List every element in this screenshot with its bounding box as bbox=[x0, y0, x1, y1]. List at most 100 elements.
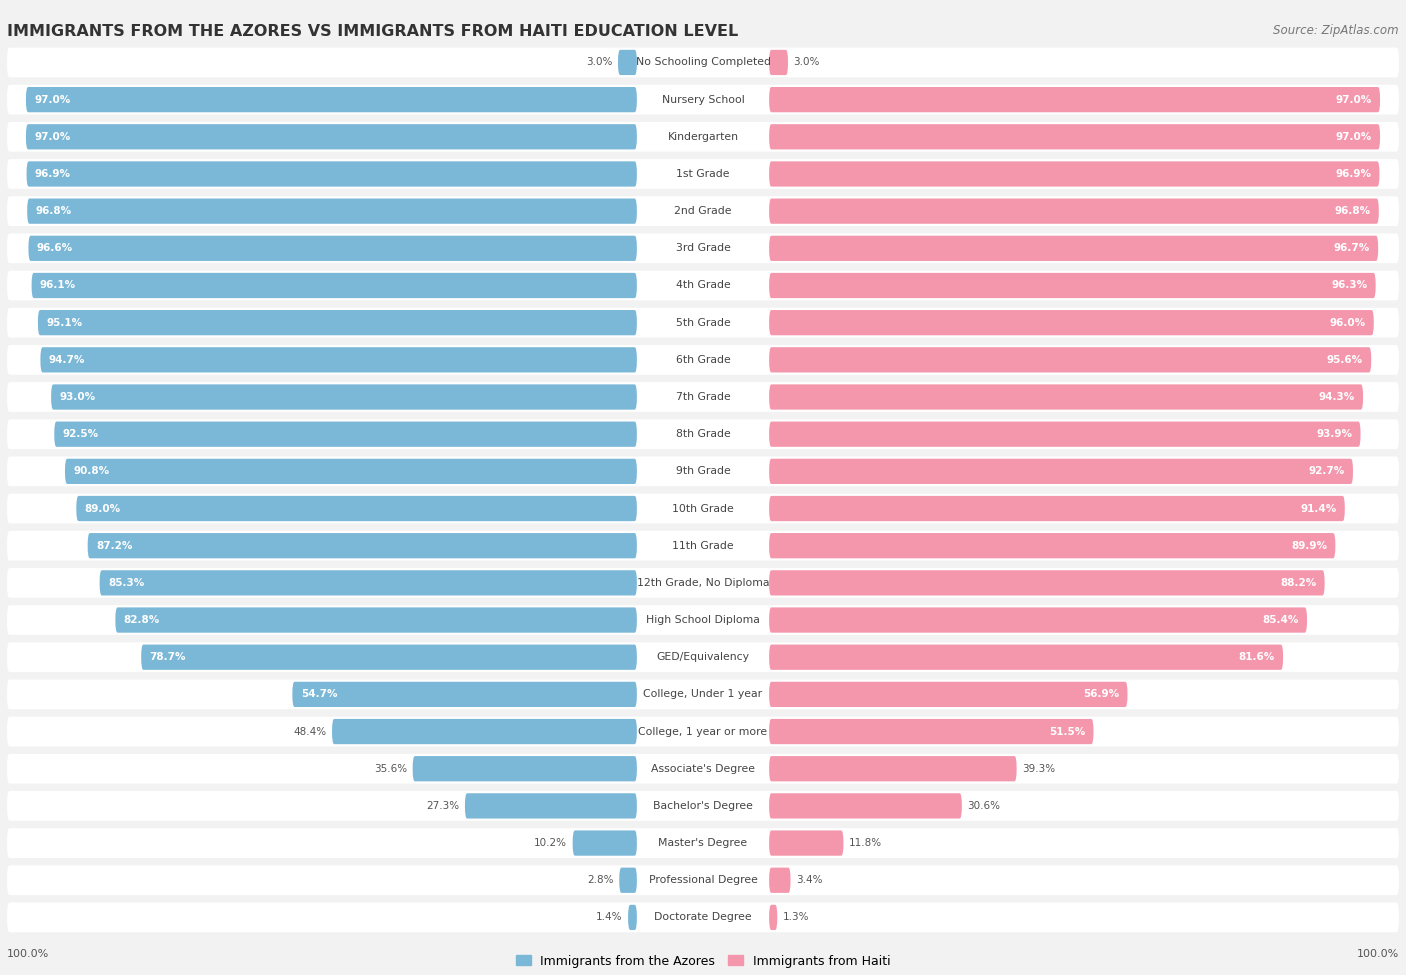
Text: 5th Grade: 5th Grade bbox=[676, 318, 730, 328]
FancyBboxPatch shape bbox=[76, 496, 637, 522]
FancyBboxPatch shape bbox=[619, 868, 637, 893]
FancyBboxPatch shape bbox=[38, 310, 637, 335]
Text: College, 1 year or more: College, 1 year or more bbox=[638, 726, 768, 736]
Text: 1.3%: 1.3% bbox=[783, 913, 810, 922]
Legend: Immigrants from the Azores, Immigrants from Haiti: Immigrants from the Azores, Immigrants f… bbox=[510, 950, 896, 973]
Text: 89.9%: 89.9% bbox=[1291, 541, 1327, 551]
FancyBboxPatch shape bbox=[7, 605, 1399, 635]
FancyBboxPatch shape bbox=[27, 161, 637, 186]
Text: 87.2%: 87.2% bbox=[96, 541, 132, 551]
FancyBboxPatch shape bbox=[7, 308, 1399, 337]
Text: 11th Grade: 11th Grade bbox=[672, 541, 734, 551]
FancyBboxPatch shape bbox=[769, 199, 1379, 224]
Text: 2.8%: 2.8% bbox=[588, 876, 613, 885]
FancyBboxPatch shape bbox=[7, 828, 1399, 858]
FancyBboxPatch shape bbox=[7, 159, 1399, 189]
Text: 3.4%: 3.4% bbox=[796, 876, 823, 885]
FancyBboxPatch shape bbox=[769, 236, 1378, 261]
FancyBboxPatch shape bbox=[7, 419, 1399, 449]
FancyBboxPatch shape bbox=[769, 570, 1324, 596]
FancyBboxPatch shape bbox=[465, 794, 637, 819]
FancyBboxPatch shape bbox=[7, 866, 1399, 895]
FancyBboxPatch shape bbox=[7, 643, 1399, 672]
Text: 2nd Grade: 2nd Grade bbox=[675, 206, 731, 216]
FancyBboxPatch shape bbox=[7, 680, 1399, 709]
FancyBboxPatch shape bbox=[628, 905, 637, 930]
Text: 48.4%: 48.4% bbox=[294, 726, 326, 736]
Text: Source: ZipAtlas.com: Source: ZipAtlas.com bbox=[1274, 24, 1399, 37]
Text: Master's Degree: Master's Degree bbox=[658, 838, 748, 848]
Text: 9th Grade: 9th Grade bbox=[676, 466, 730, 477]
FancyBboxPatch shape bbox=[7, 122, 1399, 152]
Text: Professional Degree: Professional Degree bbox=[648, 876, 758, 885]
Text: 3.0%: 3.0% bbox=[793, 58, 820, 67]
Text: 94.7%: 94.7% bbox=[49, 355, 86, 365]
Text: College, Under 1 year: College, Under 1 year bbox=[644, 689, 762, 699]
FancyBboxPatch shape bbox=[7, 48, 1399, 77]
Text: 27.3%: 27.3% bbox=[426, 800, 460, 811]
FancyBboxPatch shape bbox=[292, 682, 637, 707]
Text: GED/Equivalency: GED/Equivalency bbox=[657, 652, 749, 662]
FancyBboxPatch shape bbox=[7, 345, 1399, 374]
FancyBboxPatch shape bbox=[769, 719, 1094, 744]
Text: 93.0%: 93.0% bbox=[59, 392, 96, 402]
FancyBboxPatch shape bbox=[7, 382, 1399, 411]
Text: 94.3%: 94.3% bbox=[1319, 392, 1355, 402]
Text: 96.9%: 96.9% bbox=[1336, 169, 1371, 179]
FancyBboxPatch shape bbox=[769, 682, 1128, 707]
Text: 95.6%: 95.6% bbox=[1327, 355, 1362, 365]
FancyBboxPatch shape bbox=[769, 831, 844, 856]
Text: 1.4%: 1.4% bbox=[596, 913, 623, 922]
Text: 6th Grade: 6th Grade bbox=[676, 355, 730, 365]
Text: 8th Grade: 8th Grade bbox=[676, 429, 730, 439]
FancyBboxPatch shape bbox=[7, 85, 1399, 114]
Text: Nursery School: Nursery School bbox=[662, 95, 744, 104]
FancyBboxPatch shape bbox=[769, 644, 1284, 670]
FancyBboxPatch shape bbox=[7, 754, 1399, 784]
FancyBboxPatch shape bbox=[7, 717, 1399, 747]
FancyBboxPatch shape bbox=[572, 831, 637, 856]
Text: 85.3%: 85.3% bbox=[108, 578, 145, 588]
Text: 85.4%: 85.4% bbox=[1263, 615, 1299, 625]
Text: 3rd Grade: 3rd Grade bbox=[675, 244, 731, 254]
Text: 100.0%: 100.0% bbox=[7, 949, 49, 958]
FancyBboxPatch shape bbox=[87, 533, 637, 559]
Text: 92.5%: 92.5% bbox=[63, 429, 98, 439]
Text: High School Diploma: High School Diploma bbox=[647, 615, 759, 625]
Text: 92.7%: 92.7% bbox=[1309, 466, 1344, 477]
Text: 90.8%: 90.8% bbox=[73, 466, 110, 477]
Text: 91.4%: 91.4% bbox=[1301, 503, 1337, 514]
Text: 97.0%: 97.0% bbox=[34, 95, 70, 104]
Text: 1st Grade: 1st Grade bbox=[676, 169, 730, 179]
FancyBboxPatch shape bbox=[769, 533, 1336, 559]
Text: 100.0%: 100.0% bbox=[1357, 949, 1399, 958]
Text: 96.0%: 96.0% bbox=[1329, 318, 1365, 328]
FancyBboxPatch shape bbox=[7, 493, 1399, 524]
FancyBboxPatch shape bbox=[769, 607, 1308, 633]
Text: 97.0%: 97.0% bbox=[34, 132, 70, 141]
FancyBboxPatch shape bbox=[769, 496, 1344, 522]
FancyBboxPatch shape bbox=[141, 644, 637, 670]
Text: 11.8%: 11.8% bbox=[849, 838, 882, 848]
Text: 82.8%: 82.8% bbox=[124, 615, 160, 625]
Text: 96.6%: 96.6% bbox=[37, 244, 73, 254]
FancyBboxPatch shape bbox=[7, 530, 1399, 561]
FancyBboxPatch shape bbox=[7, 791, 1399, 821]
FancyBboxPatch shape bbox=[55, 421, 637, 447]
FancyBboxPatch shape bbox=[769, 384, 1362, 410]
Text: 51.5%: 51.5% bbox=[1049, 726, 1085, 736]
FancyBboxPatch shape bbox=[115, 607, 637, 633]
Text: 96.1%: 96.1% bbox=[39, 281, 76, 291]
Text: 93.9%: 93.9% bbox=[1316, 429, 1353, 439]
FancyBboxPatch shape bbox=[619, 50, 637, 75]
Text: Doctorate Degree: Doctorate Degree bbox=[654, 913, 752, 922]
Text: 97.0%: 97.0% bbox=[1336, 95, 1372, 104]
FancyBboxPatch shape bbox=[65, 458, 637, 484]
Text: 3.0%: 3.0% bbox=[586, 58, 613, 67]
FancyBboxPatch shape bbox=[769, 87, 1381, 112]
Text: 10.2%: 10.2% bbox=[534, 838, 567, 848]
FancyBboxPatch shape bbox=[769, 905, 778, 930]
Text: 96.3%: 96.3% bbox=[1331, 281, 1367, 291]
FancyBboxPatch shape bbox=[769, 50, 787, 75]
Text: 97.0%: 97.0% bbox=[1336, 132, 1372, 141]
